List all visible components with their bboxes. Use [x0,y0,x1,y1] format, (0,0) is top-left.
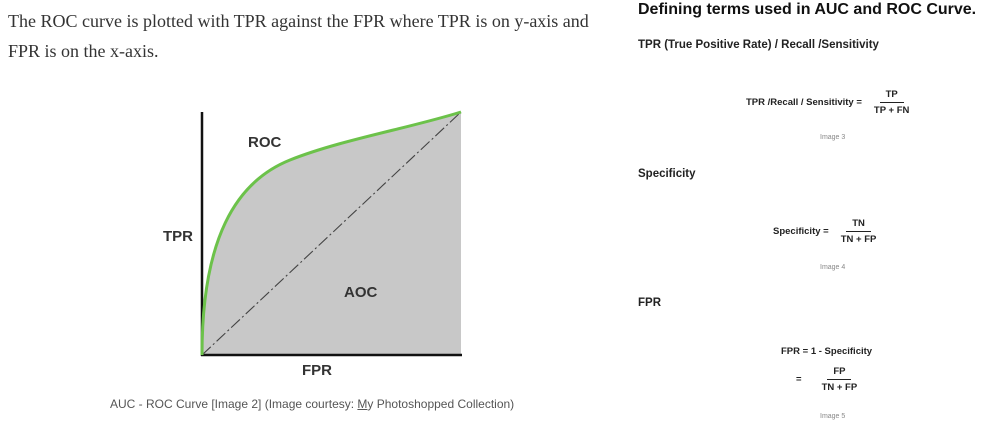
right-column: Defining terms used in AUC and ROC Curve… [630,0,982,440]
left-column: The ROC curve is plotted with TPR agains… [8,11,589,411]
spec-numerator: TN [846,218,871,232]
caption-prefix: AUC - ROC Curve [Image 2] (Image courtes… [110,397,358,411]
figure-caption: AUC - ROC Curve [Image 2] (Image courtes… [110,397,514,411]
spec-formula-lhs: Specificity = [773,226,829,237]
spec-denominator: TN + FP [840,234,877,245]
intro-paragraph: The ROC curve is plotted with TPR agains… [8,11,589,61]
tpr-fraction: TP TP + FN [868,89,915,116]
fpr-title: FPR [638,297,661,309]
specificity-title: Specificity [638,168,696,180]
roc-label: ROC [248,134,282,151]
specificity-formula: Specificity = TN TN + FP [773,218,882,245]
fpr-fraction: FP TN + FP [816,366,864,393]
fpr-numerator: FP [827,366,852,380]
fpr-formula-line2: = FP TN + FP [796,366,863,393]
roc-curve [200,110,462,356]
fpr-formula-lhs: = [796,374,802,385]
fpr-formula-line1: FPR = 1 - Specificity [781,346,873,357]
image-3-note: Image 3 [820,134,846,141]
image-5-note: Image 5 [820,413,846,420]
x-axis-label: FPR [302,362,332,379]
image-4-note: Image 4 [820,264,846,271]
tpr-denominator: TP + FN [873,105,910,116]
diagonal-line [201,111,462,356]
caption-link[interactable]: M [357,397,368,411]
y-axis-label: TPR [163,228,193,245]
definitions-heading: Defining terms used in AUC and ROC Curve… [638,1,977,18]
aoc-label: AOC [344,284,378,301]
tpr-title: TPR (True Positive Rate) / Recall /Sensi… [638,39,879,51]
roc-figure: ROC AOC TPR FPR [163,110,462,379]
caption-suffix: y Photoshopped Collection) [367,397,515,411]
spec-fraction: TN TN + FP [835,218,883,245]
tpr-formula-lhs: TPR /Recall / Sensitivity = [746,97,862,108]
tpr-numerator: TP [879,89,904,103]
fpr-denominator: TN + FP [821,382,858,393]
tpr-formula: TPR /Recall / Sensitivity = TP TP + FN [746,89,915,116]
